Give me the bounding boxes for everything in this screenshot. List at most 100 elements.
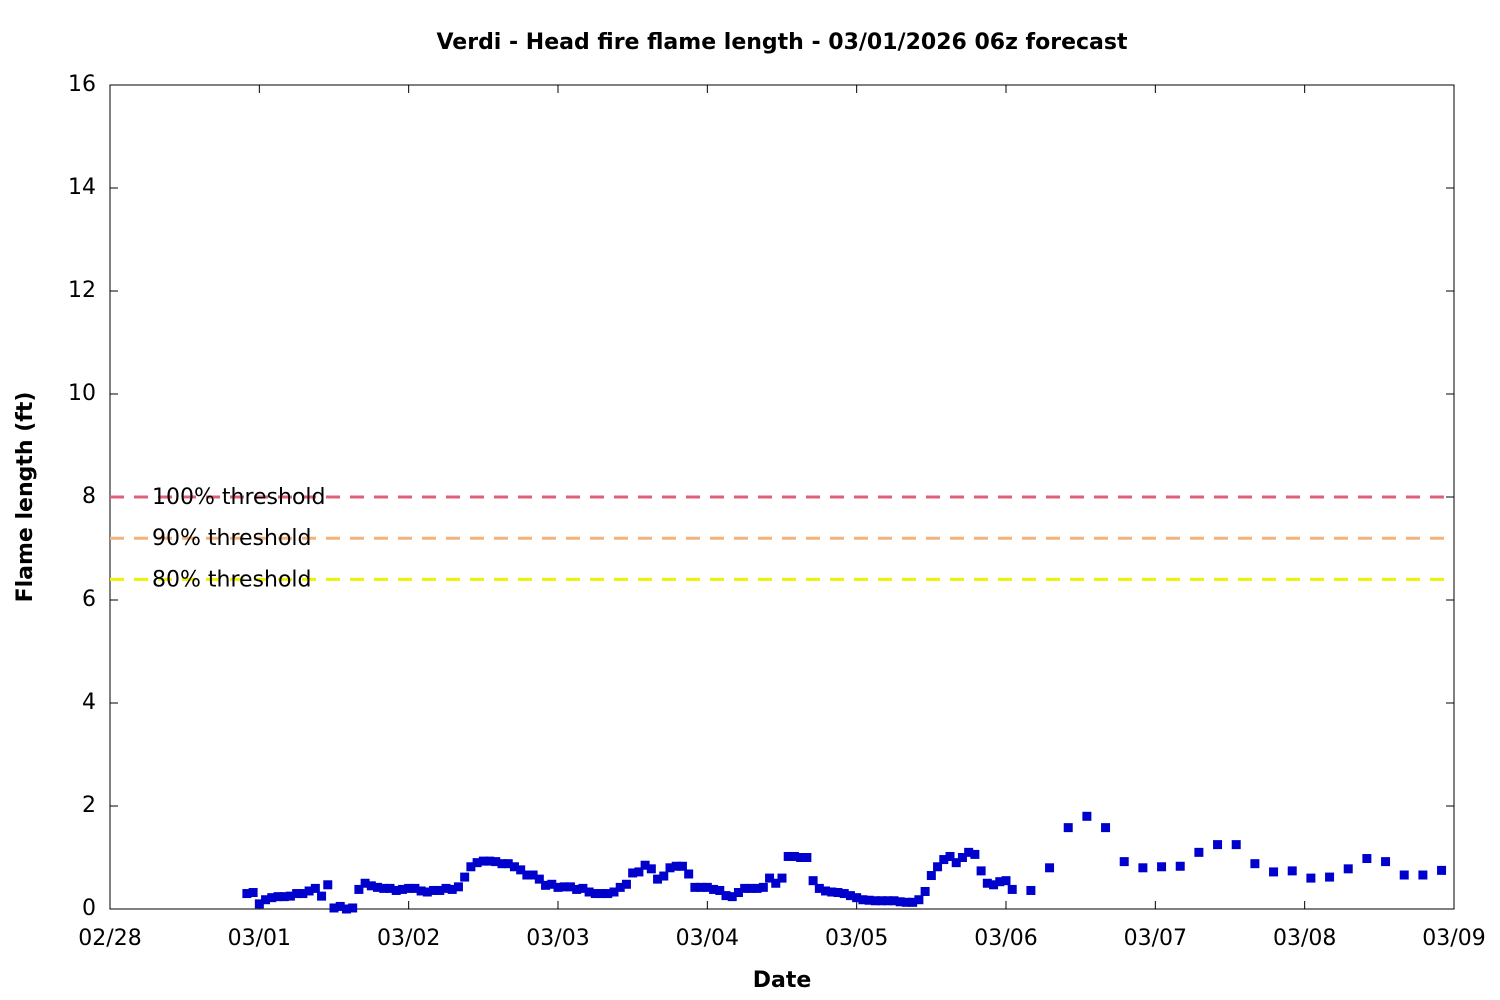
point — [926, 871, 936, 881]
point — [292, 889, 302, 899]
point — [814, 883, 824, 893]
point — [1175, 861, 1185, 871]
point — [1213, 840, 1223, 850]
point — [1231, 840, 1241, 850]
point — [1418, 870, 1428, 880]
point — [435, 885, 445, 895]
point — [1101, 823, 1111, 833]
x-tick-label: 03/05 — [825, 926, 888, 951]
point — [590, 889, 600, 899]
point — [522, 870, 532, 880]
x-tick-label: 03/09 — [1422, 926, 1485, 951]
x-tick-label: 03/07 — [1124, 926, 1187, 951]
x-axis-label: Date — [753, 968, 812, 993]
point — [933, 862, 943, 872]
point — [721, 891, 731, 901]
point — [945, 851, 955, 861]
y-tick-label: 10 — [68, 381, 96, 406]
point — [796, 853, 806, 862]
point — [995, 877, 1005, 887]
point — [901, 897, 911, 907]
point — [1325, 872, 1335, 882]
point — [385, 883, 395, 893]
point — [329, 903, 339, 913]
point — [310, 883, 320, 893]
point — [348, 903, 358, 913]
point — [771, 878, 781, 888]
point — [565, 882, 575, 892]
point — [802, 853, 812, 862]
threshold-label: 90% threshold — [152, 526, 312, 551]
y-tick-label: 0 — [82, 896, 96, 921]
point — [715, 885, 725, 895]
point — [460, 872, 470, 882]
point — [285, 891, 295, 901]
x-tick-label: 02/28 — [78, 926, 141, 951]
point — [584, 887, 594, 897]
y-tick-label: 14 — [68, 175, 96, 200]
x-tick-label: 03/01 — [228, 926, 291, 951]
point — [323, 880, 333, 890]
point — [671, 861, 681, 871]
point — [920, 886, 930, 896]
point — [298, 889, 308, 899]
point — [877, 896, 887, 906]
point — [1007, 884, 1017, 894]
point — [354, 884, 364, 894]
point — [852, 893, 862, 903]
point — [597, 889, 607, 899]
point — [839, 889, 849, 899]
point — [889, 896, 899, 906]
point — [491, 857, 501, 867]
point — [621, 879, 631, 889]
point — [628, 868, 638, 878]
point — [404, 883, 414, 893]
point — [821, 886, 831, 896]
point — [640, 860, 650, 870]
point — [341, 904, 351, 914]
point — [441, 883, 451, 893]
x-tick-label: 03/06 — [974, 926, 1037, 951]
point — [858, 895, 868, 905]
point — [416, 886, 426, 896]
point — [373, 882, 383, 892]
point — [1269, 867, 1279, 877]
point — [634, 867, 644, 877]
y-tick-label: 6 — [82, 587, 96, 612]
point — [957, 853, 967, 862]
point — [864, 895, 874, 905]
point — [1306, 873, 1316, 883]
threshold-label: 100% threshold — [152, 485, 326, 510]
point — [659, 871, 669, 881]
point — [677, 861, 687, 871]
point — [684, 869, 694, 879]
point — [646, 864, 656, 874]
point — [242, 889, 252, 899]
point — [559, 882, 569, 892]
point — [1026, 885, 1036, 895]
point — [360, 878, 370, 888]
point — [758, 882, 768, 892]
point — [609, 887, 619, 897]
point — [777, 873, 787, 883]
point — [982, 878, 992, 888]
point — [1119, 857, 1129, 867]
x-tick-label: 03/08 — [1273, 926, 1336, 951]
point — [789, 851, 799, 861]
point — [1045, 863, 1055, 873]
point — [261, 895, 271, 905]
point — [883, 896, 893, 906]
point — [541, 880, 551, 890]
x-tick-label: 03/04 — [676, 926, 739, 951]
y-tick-label: 2 — [82, 793, 96, 818]
point — [422, 887, 432, 897]
point — [478, 856, 488, 866]
point — [509, 862, 519, 872]
y-tick-label: 4 — [82, 690, 96, 715]
point — [572, 884, 582, 894]
point — [1138, 863, 1148, 873]
point — [939, 855, 949, 865]
point — [1343, 864, 1353, 874]
y-tick-label: 12 — [68, 278, 96, 303]
